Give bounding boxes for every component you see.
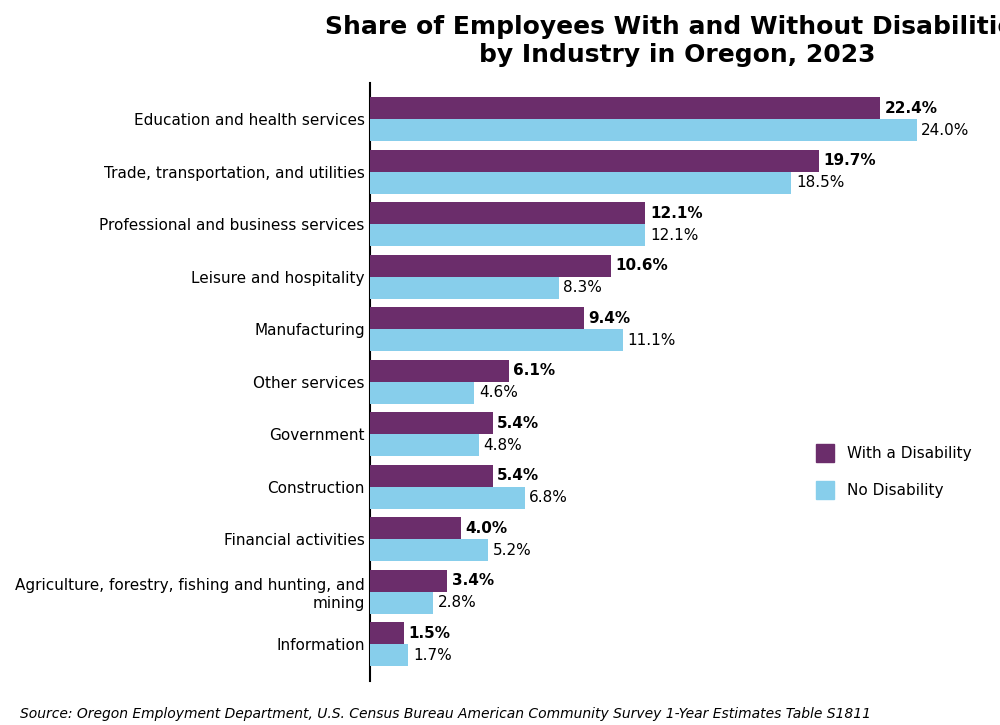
Bar (370, 645, 408, 666)
Text: 1.7%: 1.7% (413, 647, 452, 663)
Bar (370, 120, 917, 141)
Text: Source: Oregon Employment Department, U.S. Census Bureau American Community Surv: Source: Oregon Employment Department, U.… (20, 707, 871, 721)
Bar (370, 486, 525, 509)
Bar (370, 434, 479, 456)
Bar (370, 413, 493, 434)
Text: 19.7%: 19.7% (823, 154, 876, 168)
Bar (370, 277, 559, 299)
Text: 24.0%: 24.0% (921, 123, 970, 138)
Bar (370, 622, 404, 645)
Title: Share of Employees With and Without Disabilities
by Industry in Oregon, 2023: Share of Employees With and Without Disa… (325, 15, 1000, 67)
Bar (370, 307, 584, 329)
Bar (370, 570, 447, 592)
Text: 12.1%: 12.1% (650, 206, 703, 221)
Text: 6.8%: 6.8% (529, 490, 568, 505)
Text: 4.8%: 4.8% (484, 438, 522, 453)
Bar (370, 172, 791, 194)
Bar (370, 254, 611, 277)
Text: 8.3%: 8.3% (563, 281, 602, 295)
Bar (370, 382, 474, 404)
Text: 22.4%: 22.4% (885, 101, 938, 116)
Bar (370, 329, 623, 352)
Bar (370, 224, 645, 247)
Bar (370, 202, 645, 224)
Bar (370, 360, 509, 382)
Bar (370, 150, 819, 172)
Bar (370, 539, 488, 561)
Text: 5.2%: 5.2% (493, 543, 531, 558)
Text: 2.8%: 2.8% (438, 595, 477, 610)
Text: 10.6%: 10.6% (616, 258, 669, 273)
Text: 4.6%: 4.6% (479, 386, 518, 400)
Bar (370, 465, 493, 486)
Text: 3.4%: 3.4% (452, 573, 494, 588)
Bar (370, 592, 433, 614)
Text: 18.5%: 18.5% (796, 175, 844, 191)
Text: 6.1%: 6.1% (513, 363, 555, 378)
Legend: With a Disability, No Disability: With a Disability, No Disability (810, 438, 977, 505)
Text: 9.4%: 9.4% (588, 311, 631, 326)
Bar (370, 517, 461, 539)
Text: 1.5%: 1.5% (408, 626, 450, 641)
Text: 4.0%: 4.0% (465, 521, 507, 536)
Bar (370, 97, 880, 120)
Text: 12.1%: 12.1% (650, 228, 698, 243)
Text: 5.4%: 5.4% (497, 468, 539, 484)
Text: 5.4%: 5.4% (497, 415, 539, 431)
Text: 11.1%: 11.1% (627, 333, 676, 348)
